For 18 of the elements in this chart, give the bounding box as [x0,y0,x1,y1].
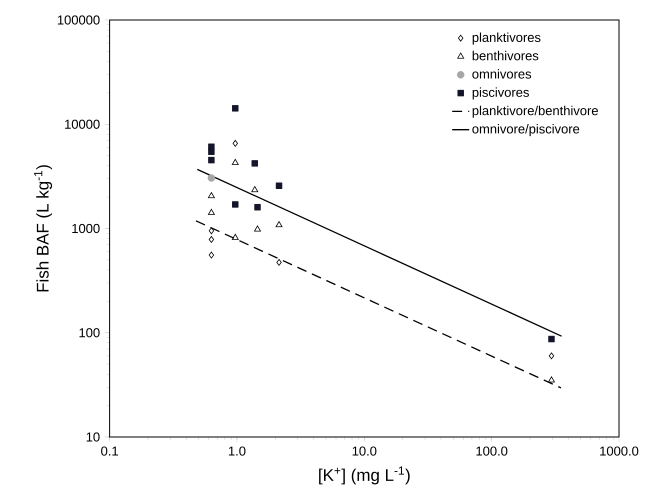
legend-label: planktivores [472,32,540,45]
legend-label: planktivore/benthivore [472,106,598,118]
legend-label: omnivore/piscivore [472,124,580,136]
y-tick-label: 100000 [58,15,100,25]
y-axis-title: Fish BAF (L kg$^{-1}$) [34,165,52,292]
x-tick-label: 1000.0 [600,446,638,456]
x-tick-label: 100.0 [476,446,508,456]
y-tick-label: 1000 [72,224,100,234]
legend-label: omnivores [472,69,532,79]
y-tick-label: 10000 [65,120,100,129]
x-tick-label: 1.0 [228,446,246,456]
y-tick-label: 10 [86,432,100,442]
x-axis-title: [K$^{+}$] (mg L$^{-1}$) [319,466,410,484]
y-tick-label: 100 [79,328,100,338]
x-tick-label: 0.1 [101,446,118,456]
legend-label: piscivores [472,87,529,100]
x-tick-label: 10.0 [352,446,376,456]
legend-label: benthivores [472,50,538,60]
